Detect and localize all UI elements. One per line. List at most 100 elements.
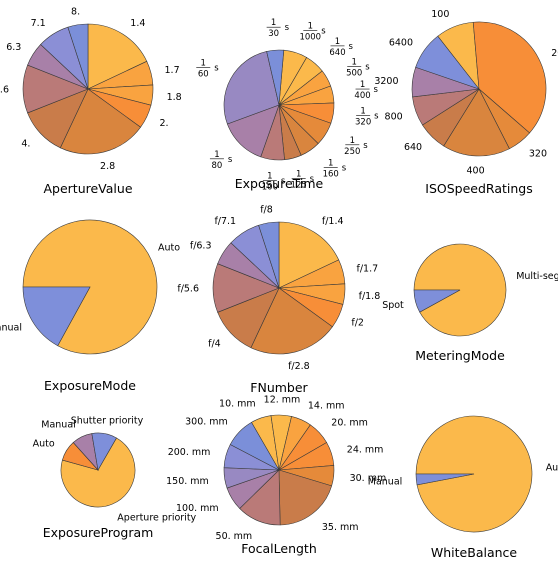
- pie-slice-8: [67, 23, 89, 90]
- fraction-denominator: 160: [323, 169, 339, 179]
- slice-label-f-2-8: f/2.8: [288, 361, 310, 372]
- fraction-denominator: 400: [354, 91, 370, 101]
- chart-title: FNumber: [250, 380, 308, 395]
- slice-label-f-8: f/8: [260, 205, 273, 216]
- pie-slice-35-mm: [278, 469, 333, 526]
- unit-label: s: [365, 62, 370, 72]
- fraction-denominator: 125: [291, 180, 307, 190]
- fraction-denominator: 1000: [299, 33, 321, 43]
- slice-label-30-mm: 30. mm: [350, 473, 387, 484]
- fraction-numerator: 1: [308, 22, 313, 32]
- slice-label-5-6: 5.6: [0, 85, 9, 96]
- slice-label-1-4: 1.4: [130, 18, 145, 29]
- unit-label: s: [363, 141, 368, 151]
- pie-slice-spot: [413, 289, 461, 313]
- slice-label-100: 100: [431, 9, 449, 20]
- slice-label-f-6-3: f/6.3: [190, 241, 212, 252]
- fraction-denominator: 320: [355, 118, 371, 128]
- slice-label-8: 8.: [71, 7, 80, 18]
- slice-label-320: 320: [529, 148, 547, 159]
- slice-label-1-80: 180 s: [209, 150, 233, 171]
- slice-label-4: 4.: [21, 139, 30, 150]
- slice-label-300-mm: 300. mm: [185, 416, 228, 427]
- slice-label-f-4: f/4: [208, 338, 221, 349]
- unit-label: s: [349, 42, 354, 52]
- pie-chart-meteringmode: Multi-segment Spot MeteringMode: [382, 243, 558, 363]
- pie-slice-1-30: [266, 49, 285, 106]
- slice-label-24-mm: 24. mm: [347, 444, 384, 455]
- pie-chart-isospeedratings: 100 200 320 400 640 800 3200 6400 ISOSpeedRating…: [374, 9, 558, 196]
- fraction-denominator: 100: [262, 182, 278, 192]
- unit-label: s: [374, 112, 379, 122]
- fraction-denominator: 60: [198, 69, 209, 79]
- slice-label-aperture-priority: Aperture priority: [117, 513, 196, 524]
- pie-slice-300-mm: [229, 421, 280, 471]
- pie-chart-exposuretime: 11000s1640s1500s1400s1320s1250s1160s1125…: [196, 18, 379, 192]
- unit-label: s: [342, 163, 347, 173]
- slice-label-6-3: 6.3: [6, 42, 21, 53]
- fraction-numerator: 1: [335, 37, 340, 47]
- fraction-denominator: 30: [268, 29, 279, 39]
- fraction-numerator: 1: [352, 57, 357, 67]
- slice-label-35-mm: 35. mm: [322, 522, 359, 533]
- slice-label-shutter-priority: Shutter priority: [71, 415, 144, 426]
- pie-slice-1-60: [223, 51, 280, 125]
- pie-slice-manual: [22, 286, 91, 347]
- pie-slice-f-8: [258, 221, 280, 289]
- slice-label-640: 640: [404, 142, 422, 153]
- pie-slice-6400: [415, 35, 480, 90]
- slice-label-auto: Auto: [546, 463, 558, 474]
- pie-slice-1-4: [87, 23, 148, 90]
- slice-label-400: 400: [467, 165, 485, 176]
- unit-label: s: [228, 155, 233, 165]
- fraction-denominator: 250: [344, 147, 360, 157]
- slice-label-f-1-8: f/1.8: [359, 291, 381, 302]
- slice-label-f-5-6: f/5.6: [177, 284, 199, 295]
- pie-slice-f-1-4: [278, 221, 340, 289]
- slice-label-manual: Manual: [0, 323, 22, 334]
- slice-label-1-7: 1.7: [165, 65, 180, 76]
- unit-label: s: [281, 176, 286, 186]
- slice-label-10-mm: 10. mm: [219, 398, 256, 409]
- slice-label-150-mm: 150. mm: [166, 476, 209, 487]
- chart-title: WhiteBalance: [431, 545, 518, 560]
- pie-chart-focallength: 10. mm 12. mm 14. mm 20. mm 24. mm 30. mm 35. …: [166, 395, 386, 556]
- slice-label-auto: Auto: [33, 439, 55, 450]
- chart-title: FocalLength: [241, 541, 317, 556]
- slice-label-14-mm: 14. mm: [308, 401, 345, 412]
- slice-label-f-1-4: f/1.4: [322, 216, 344, 227]
- pie-chart-whitebalance: Auto Manual WhiteBalance: [368, 415, 558, 560]
- fraction-numerator: 1: [271, 18, 276, 28]
- slice-label-20-mm: 20. mm: [331, 417, 368, 428]
- slice-label-200: 200: [551, 48, 558, 59]
- slice-label-auto: Auto: [158, 242, 180, 253]
- chart-title: ApertureValue: [43, 181, 132, 196]
- pie-slice-manual: [415, 473, 475, 486]
- slice-label-800: 800: [385, 112, 403, 123]
- chart-title: ExposureMode: [44, 378, 136, 393]
- slice-label-200-mm: 200. mm: [168, 447, 211, 458]
- pie-slice-400: [443, 88, 510, 157]
- slice-label-6400: 6400: [389, 38, 413, 49]
- slice-label-50-mm: 50. mm: [216, 531, 253, 542]
- fraction-denominator: 80: [212, 161, 223, 171]
- chart-title: ISOSpeedRatings: [425, 181, 532, 196]
- fraction-numerator: 1: [201, 58, 206, 68]
- fraction-numerator: 1: [296, 169, 301, 179]
- chart-title: ExposureProgram: [43, 525, 154, 540]
- slice-label-f-1-7: f/1.7: [357, 264, 379, 275]
- pie-chart-aperturevalue: 1.4 1.7 1.8 2. 2.8 4. 5.6 6.3 7.1 8. ApertureValue: [0, 7, 182, 197]
- unit-label: s: [310, 174, 315, 184]
- slice-label-100-mm: 100. mm: [176, 503, 219, 514]
- fraction-numerator: 1: [214, 150, 219, 160]
- fraction-denominator: 640: [329, 48, 345, 58]
